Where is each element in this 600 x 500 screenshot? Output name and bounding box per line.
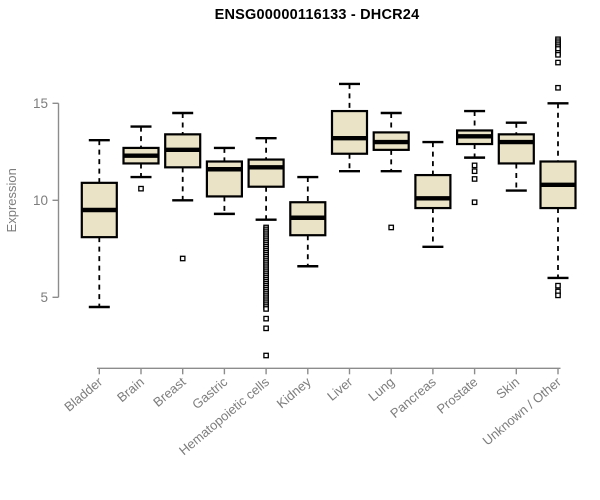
box-hematopoietic-cells — [247, 158, 285, 188]
outlier-point-unknown-other — [555, 292, 561, 299]
outlier-point-hematopoietic-cells — [263, 325, 269, 332]
outlier-point-brain — [138, 185, 144, 192]
y-axis-tick-label: 5 — [40, 290, 48, 305]
x-axis-label-pancreas: Pancreas — [387, 374, 439, 421]
box-group-liver — [330, 82, 369, 173]
outlier-point-unknown-other — [555, 84, 561, 91]
outlier-point-prostate — [471, 162, 478, 169]
box-group-skin — [497, 121, 535, 192]
outlier-point-prostate — [471, 168, 478, 175]
x-axis-label-unknown-other: Unknown / Other — [480, 374, 565, 449]
box-group-lung — [372, 111, 410, 231]
outlier-point-prostate — [471, 176, 478, 182]
box-group-breast — [164, 111, 202, 262]
x-axis-label-liver: Liver — [324, 374, 356, 404]
chart-title: ENSG00000116133 - DHCR24 — [214, 7, 420, 23]
outlier-point-hematopoietic-cells — [263, 315, 269, 322]
y-axis-title: Expression — [4, 168, 19, 232]
outlier-point-prostate — [471, 199, 478, 206]
box-group-bladder — [80, 138, 118, 309]
outlier-point-hematopoietic-cells — [263, 306, 269, 312]
box-gastric — [205, 160, 243, 198]
outlier-point-unknown-other — [555, 51, 561, 58]
x-axis-label-kidney: Kidney — [274, 374, 314, 411]
box-group-brain — [122, 125, 160, 192]
x-axis-label-prostate: Prostate — [434, 374, 481, 417]
y-axis-tick-label: 10 — [33, 193, 48, 208]
x-axis-label-lung: Lung — [365, 374, 397, 404]
box-group-prostate — [456, 109, 494, 206]
x-axis-label-breast: Breast — [150, 374, 189, 410]
outlier-point-hematopoietic-cells — [263, 352, 269, 359]
outlier-point-unknown-other — [555, 282, 561, 289]
box-group-unknown-other — [539, 36, 577, 299]
outlier-point-unknown-other — [555, 59, 561, 66]
box-group-hematopoietic-cells — [247, 137, 285, 359]
x-axis-label-bladder: Bladder — [61, 374, 105, 415]
x-axis-label-brain: Brain — [114, 374, 147, 405]
box-liver — [330, 109, 369, 155]
box-group-pancreas — [414, 140, 452, 249]
box-group-gastric — [205, 146, 243, 216]
outlier-point-breast — [179, 255, 186, 262]
y-axis-tick-label: 15 — [33, 96, 48, 111]
box-group-kidney — [289, 175, 327, 268]
box-pancreas — [414, 173, 452, 210]
x-axis-label-skin: Skin — [493, 374, 522, 402]
outlier-point-lung — [388, 224, 395, 231]
box-skin — [497, 133, 535, 165]
